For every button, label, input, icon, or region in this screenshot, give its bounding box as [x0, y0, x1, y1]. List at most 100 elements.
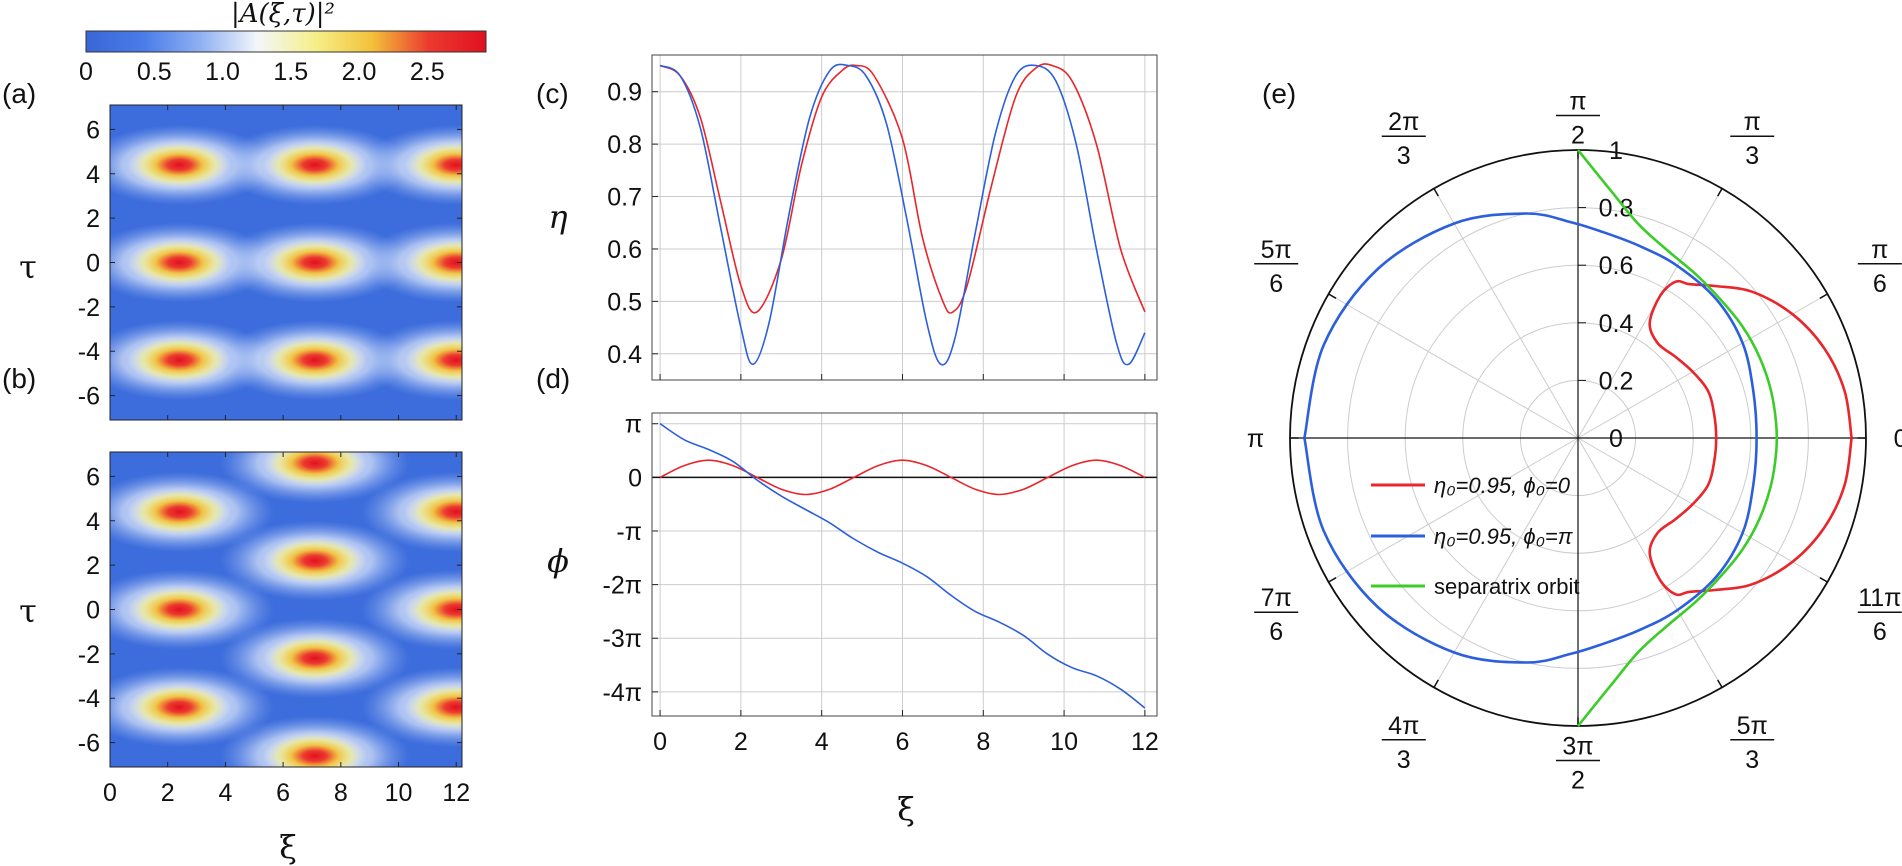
heatmap-hotspot — [404, 585, 462, 634]
heatmap-hotspot — [404, 238, 462, 287]
orbit-blue — [1303, 212, 1758, 664]
y-tick-label: -4 — [78, 685, 100, 713]
series-line-blue — [659, 423, 1146, 709]
x-tick-label: 4 — [218, 779, 232, 807]
angle-label: π — [1247, 425, 1264, 453]
angle-label-denominator: 3 — [1397, 746, 1411, 774]
heatmap-xlabel: ξ — [279, 828, 297, 866]
y-tick-label: -π — [616, 518, 642, 546]
y-tick-label: 0 — [86, 250, 100, 278]
angle-label-denominator: 6 — [1269, 618, 1283, 646]
angular-tick — [1819, 577, 1828, 583]
radial-tick-label: 0.6 — [1599, 252, 1634, 280]
colorbar-tick-label: 0 — [79, 58, 93, 86]
x-tick-label: 12 — [1131, 728, 1159, 756]
angle-label: 4π3 — [1381, 712, 1426, 774]
y-tick-label: 2 — [86, 205, 100, 233]
angle-label-numerator: 5π — [1261, 236, 1292, 264]
x-tick-label: 6 — [896, 728, 910, 756]
angular-grid-line — [1577, 188, 1723, 439]
angular-tick — [1328, 577, 1337, 583]
colorbar-gradient — [85, 30, 487, 53]
angle-label-denominator: 3 — [1397, 142, 1411, 170]
angle-label-denominator: 6 — [1269, 270, 1283, 298]
heatmap-hotspot — [262, 536, 367, 585]
angle-label-numerator: 3π — [1562, 733, 1593, 761]
y-tick-label: 4 — [86, 161, 100, 189]
plot-frame — [651, 412, 1158, 717]
legend-label-green: separatrix orbit — [1434, 574, 1580, 599]
colorbar-ticks: 0 0.5 1.0 1.5 2.0 2.5 — [79, 58, 445, 86]
angle-label-text: 0 — [1894, 425, 1902, 453]
colorbar-title: |A(ξ,τ)|² — [231, 0, 335, 29]
heatmap-hotspot — [262, 731, 367, 767]
colorbar-tick-label: 0.5 — [137, 58, 172, 86]
x-tick-label: 0 — [103, 779, 117, 807]
heatmap-hotspot — [404, 487, 462, 536]
y-tick-label: 0.9 — [607, 79, 642, 107]
angular-grid-line — [1577, 437, 1828, 583]
colorbar-tick-label: 1.0 — [205, 58, 240, 86]
heatmap-hotspot — [127, 140, 232, 189]
angular-grid-line — [1577, 437, 1723, 688]
heatmap-ylabel-b: τ — [19, 592, 37, 630]
angle-label-numerator: 5π — [1737, 712, 1768, 740]
angle-label: π2 — [1556, 87, 1600, 149]
angle-label: 5π6 — [1254, 236, 1299, 298]
colorbar-tick-label: 1.5 — [273, 58, 308, 86]
heatmap-hotspot — [262, 634, 367, 683]
heatmap-panel-a: -6 -4 -2 0 2 4 6 — [78, 104, 463, 421]
angular-grid-line — [1577, 293, 1828, 439]
line-panel-c: 0.4 0.5 0.6 0.7 0.8 0.9 — [607, 54, 1158, 381]
y-tick-label: 0.4 — [607, 341, 642, 369]
y-tick-label: 4 — [86, 508, 100, 536]
panel-label-d: (d) — [536, 363, 570, 394]
heatmap-hotspot — [404, 336, 462, 385]
x-tick-label: 6 — [276, 779, 290, 807]
angular-grid-line — [1328, 293, 1579, 439]
angle-label-numerator: π — [1744, 108, 1761, 136]
y-tick-label: π — [625, 411, 642, 439]
angle-label-text: π — [1247, 425, 1264, 453]
angle-label: 3π2 — [1556, 733, 1600, 795]
angle-label-numerator: 2π — [1388, 108, 1419, 136]
colorbar: |A(ξ,τ)|² 0 0.5 1.0 1.5 2.0 2.5 — [79, 0, 487, 86]
x-tick-label: 2 — [161, 779, 175, 807]
y-tick-label: -2 — [78, 294, 100, 322]
heatmap-ylabel-a: τ — [19, 248, 37, 286]
y-tick-label: -6 — [78, 383, 100, 411]
angular-tick — [1433, 188, 1439, 197]
angle-label-numerator: 7π — [1261, 584, 1292, 612]
plot-frame — [651, 54, 1158, 381]
y-tick-label: 0.6 — [607, 236, 642, 264]
angle-label: 0 — [1894, 425, 1902, 453]
angle-label-numerator: π — [1871, 236, 1888, 264]
x-tick-label: 8 — [976, 728, 990, 756]
heatmap-hotspot — [262, 238, 367, 287]
angle-label-denominator: 2 — [1571, 767, 1585, 795]
x-tick-label: 0 — [653, 728, 667, 756]
angle-label-denominator: 2 — [1571, 121, 1585, 149]
y-tick-label: 0 — [86, 597, 100, 625]
angular-grid-line — [1433, 188, 1579, 439]
angular-tick — [1328, 293, 1337, 299]
angle-label: π6 — [1857, 236, 1902, 298]
y-tick-label: 0.5 — [607, 288, 642, 316]
legend-label-blue: η₀=0.95, ϕ₀=π — [1434, 524, 1574, 549]
line-panel-d: π 0 -π -2π -3π -4π 0 2 4 6 8 10 12 — [603, 411, 1159, 756]
line-ylabel-c: η — [548, 198, 567, 236]
angle-label: 5π3 — [1730, 712, 1775, 774]
radial-tick-label: 0.4 — [1599, 310, 1634, 338]
line-xlabel-d: ξ — [897, 790, 915, 828]
y-tick-label: 0.8 — [607, 131, 642, 159]
radial-tick-label: 1 — [1609, 137, 1623, 165]
radial-tick-label: 0 — [1609, 425, 1623, 453]
y-tick-label: 0.7 — [607, 184, 642, 212]
heatmap-hotspot — [127, 683, 232, 732]
y-tick-label: -3π — [603, 625, 642, 653]
heatmap-hotspot — [127, 336, 232, 385]
angle-label-denominator: 3 — [1745, 746, 1759, 774]
angle-label-denominator: 6 — [1873, 618, 1887, 646]
